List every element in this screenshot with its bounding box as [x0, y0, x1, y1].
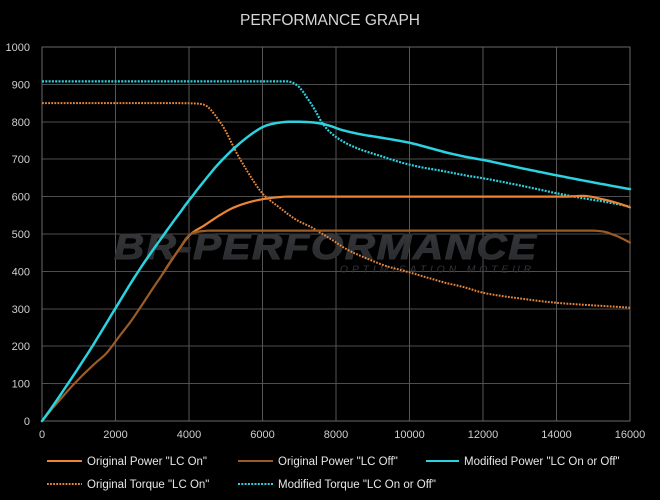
svg-text:10000: 10000 [394, 429, 425, 441]
svg-text:Original Torque "LC On": Original Torque "LC On" [87, 479, 209, 491]
svg-text:100: 100 [12, 379, 30, 391]
svg-text:14000: 14000 [541, 429, 572, 441]
svg-text:PERFORMANCE GRAPH: PERFORMANCE GRAPH [240, 12, 420, 29]
svg-text:500: 500 [12, 229, 30, 241]
svg-text:Modified Power "LC On or Off": Modified Power "LC On or Off" [464, 456, 620, 468]
svg-text:1000: 1000 [6, 42, 30, 54]
svg-text:8000: 8000 [324, 429, 348, 441]
svg-text:300: 300 [12, 304, 30, 316]
svg-text:2000: 2000 [103, 429, 127, 441]
svg-text:Original Power "LC On": Original Power "LC On" [87, 456, 207, 468]
svg-text:0: 0 [39, 429, 45, 441]
svg-text:800: 800 [12, 117, 30, 129]
svg-text:6000: 6000 [250, 429, 274, 441]
svg-text:600: 600 [12, 192, 30, 204]
svg-text:4000: 4000 [177, 429, 201, 441]
svg-text:BR-PERFORMANCE: BR-PERFORMANCE [114, 228, 538, 268]
svg-text:900: 900 [12, 79, 30, 91]
svg-text:OPTIMISATION MOTEUR: OPTIMISATION MOTEUR [340, 264, 535, 276]
svg-text:Modified Torque "LC On or Off": Modified Torque "LC On or Off" [278, 479, 436, 491]
svg-text:12000: 12000 [468, 429, 499, 441]
svg-text:Original Power "LC Off": Original Power "LC Off" [278, 456, 398, 468]
svg-text:700: 700 [12, 154, 30, 166]
svg-text:400: 400 [12, 266, 30, 278]
svg-text:0: 0 [24, 416, 30, 428]
svg-text:16000: 16000 [615, 429, 646, 441]
svg-text:200: 200 [12, 341, 30, 353]
